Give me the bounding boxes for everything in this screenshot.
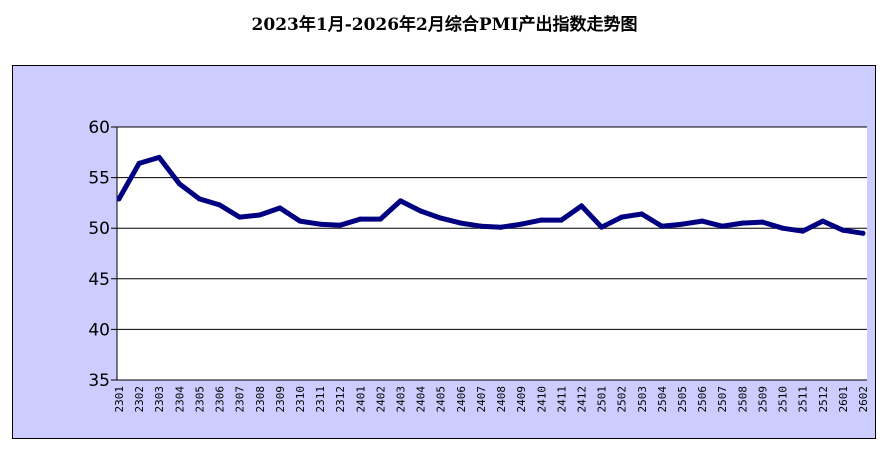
y-tick-labels: 35 40 45 50 55 60 bbox=[88, 118, 110, 391]
x-tick-label: 2406 bbox=[455, 386, 468, 413]
series-line bbox=[116, 154, 866, 236]
data-point bbox=[518, 221, 524, 227]
x-tick-label: 2308 bbox=[254, 386, 267, 413]
chart-title: 2023年1月-2026年2月综合PMI产出指数走势图 bbox=[251, 15, 638, 35]
x-tick-label: 2509 bbox=[756, 386, 769, 413]
x-tick-label: 2510 bbox=[777, 386, 790, 413]
x-tick-label: 2306 bbox=[214, 386, 227, 413]
data-point bbox=[498, 224, 504, 230]
data-point bbox=[820, 218, 826, 224]
data-point bbox=[136, 160, 142, 166]
y-tick-label: 60 bbox=[88, 118, 110, 138]
data-point bbox=[619, 214, 625, 220]
data-point bbox=[116, 196, 122, 202]
x-tick-label: 2503 bbox=[636, 386, 649, 413]
x-tick-label: 2507 bbox=[716, 386, 729, 413]
data-point bbox=[237, 214, 243, 220]
data-point bbox=[438, 215, 444, 221]
x-tick-label: 2305 bbox=[193, 386, 206, 413]
x-tick-label: 2504 bbox=[656, 386, 669, 413]
data-point bbox=[719, 223, 725, 229]
data-point bbox=[800, 228, 806, 234]
x-tick-label: 2405 bbox=[435, 386, 448, 413]
x-tick-label: 2602 bbox=[857, 386, 870, 413]
x-tick-label: 2402 bbox=[374, 386, 387, 413]
data-point bbox=[357, 216, 363, 222]
data-point bbox=[277, 205, 283, 211]
data-point bbox=[398, 198, 404, 204]
x-tick-label: 2302 bbox=[133, 386, 146, 413]
x-tick-label: 2512 bbox=[817, 386, 830, 413]
data-point bbox=[377, 216, 383, 222]
data-point bbox=[599, 224, 605, 230]
x-tick-label: 2404 bbox=[415, 386, 428, 413]
x-tick-label: 2501 bbox=[596, 386, 609, 413]
data-point bbox=[297, 218, 303, 224]
x-tick-label: 2310 bbox=[294, 386, 307, 413]
x-tick-label: 2508 bbox=[736, 386, 749, 413]
data-point bbox=[699, 218, 705, 224]
data-point bbox=[860, 230, 866, 236]
x-tick-label: 2505 bbox=[676, 386, 689, 413]
data-point bbox=[780, 225, 786, 231]
x-tick-label: 2303 bbox=[153, 386, 166, 413]
axes bbox=[111, 127, 867, 381]
data-point bbox=[840, 227, 846, 233]
x-tick-label: 2311 bbox=[314, 386, 327, 413]
x-tick-label: 2410 bbox=[535, 386, 548, 413]
y-tick-label: 40 bbox=[88, 320, 110, 340]
data-point bbox=[418, 208, 424, 214]
data-point bbox=[558, 217, 564, 223]
x-tick-label: 2601 bbox=[837, 386, 850, 413]
data-point bbox=[538, 217, 544, 223]
x-tick-label: 2502 bbox=[616, 386, 629, 413]
data-point bbox=[217, 202, 223, 208]
y-tick-label: 35 bbox=[88, 371, 110, 391]
x-tick-label: 2506 bbox=[696, 386, 709, 413]
y-tick-label: 45 bbox=[88, 270, 110, 290]
data-point bbox=[317, 221, 323, 227]
x-tick-label: 2301 bbox=[113, 386, 126, 413]
x-tick-label: 2411 bbox=[555, 386, 568, 413]
data-point bbox=[156, 154, 162, 160]
series-layer bbox=[116, 154, 866, 236]
data-point bbox=[578, 203, 584, 209]
x-tick-label: 2304 bbox=[173, 386, 186, 413]
plot-area bbox=[117, 127, 867, 380]
data-point bbox=[337, 222, 343, 228]
x-tick-label: 2511 bbox=[797, 386, 810, 413]
data-point bbox=[196, 196, 202, 202]
x-tick-label: 2407 bbox=[475, 386, 488, 413]
x-tick-label: 2408 bbox=[495, 386, 508, 413]
data-point bbox=[478, 223, 484, 229]
data-point bbox=[639, 211, 645, 217]
x-tick-label: 2312 bbox=[334, 386, 347, 413]
x-tick-label: 2309 bbox=[274, 386, 287, 413]
data-point bbox=[659, 223, 665, 229]
chart-frame: 35 40 45 50 55 60 2301 2302 2303 2304 2305 2306 230… bbox=[12, 65, 876, 439]
x-tick-labels: 2301 2302 2303 2304 2305 2306 2307 2308 2309 2310… bbox=[113, 386, 870, 413]
x-tick-label: 2401 bbox=[354, 386, 367, 413]
x-tick-label: 2403 bbox=[395, 386, 408, 413]
data-point bbox=[679, 221, 685, 227]
data-point bbox=[257, 212, 263, 218]
data-point bbox=[458, 220, 464, 226]
y-tick-label: 50 bbox=[88, 219, 110, 239]
data-point bbox=[176, 181, 182, 187]
data-point bbox=[759, 219, 765, 225]
x-tick-label: 2412 bbox=[575, 386, 588, 413]
x-tick-label: 2307 bbox=[234, 386, 247, 413]
y-tick-label: 55 bbox=[88, 169, 110, 189]
x-tick-label: 2409 bbox=[515, 386, 528, 413]
data-point bbox=[739, 220, 745, 226]
